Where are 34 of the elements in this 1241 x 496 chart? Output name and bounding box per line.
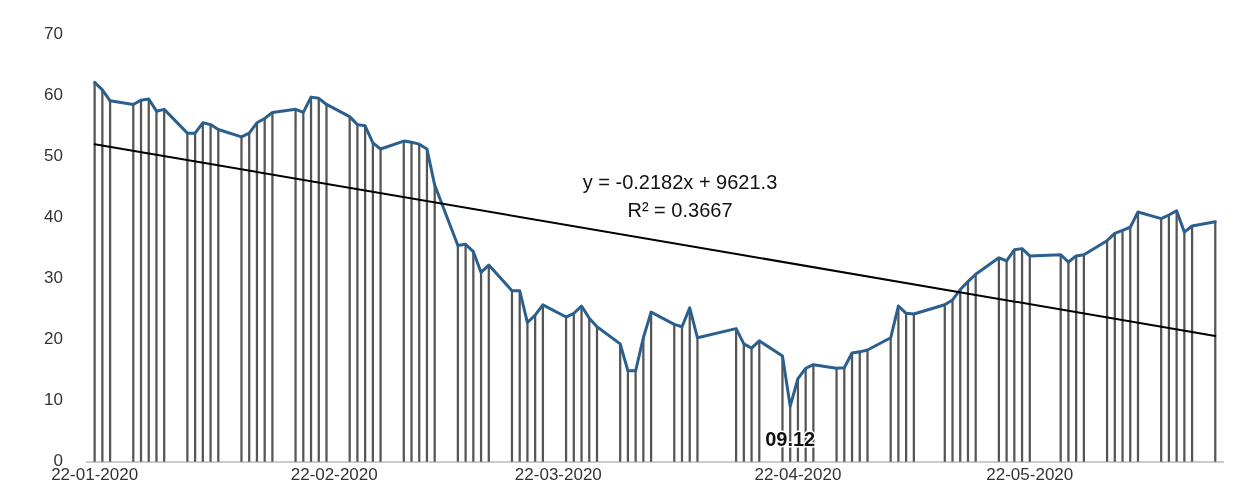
bar: [835, 368, 838, 462]
y-tick-label: 40: [43, 207, 63, 227]
bar: [209, 124, 212, 462]
bar: [1067, 261, 1070, 462]
bar: [155, 110, 158, 462]
bar: [1175, 210, 1178, 462]
bar: [379, 148, 382, 462]
annotation: R² = 0.3667: [626, 198, 734, 223]
bar: [356, 124, 359, 462]
bar: [294, 109, 297, 462]
annotation: y = -0.2182x + 9621.3: [581, 170, 779, 195]
bar: [1005, 260, 1008, 462]
x-tick-label: 22-04-2020: [754, 464, 842, 484]
y-tick-label: 60: [43, 84, 63, 104]
y-tick-label: 20: [43, 329, 63, 349]
bar: [696, 337, 699, 462]
bar: [526, 322, 529, 462]
bar: [1121, 229, 1124, 462]
bar: [866, 349, 869, 462]
bar: [271, 112, 274, 462]
bar: [750, 347, 753, 462]
y-tick-label: 70: [43, 23, 63, 43]
y-tick-label: 30: [43, 268, 63, 288]
bar: [325, 104, 328, 462]
bar: [464, 244, 467, 462]
bar: [240, 136, 243, 462]
x-tick-label: 22-03-2020: [514, 464, 602, 484]
bar: [186, 132, 189, 462]
x-tick-label: 22-02-2020: [290, 464, 378, 484]
y-tick-label: 10: [43, 390, 63, 410]
bar: [951, 299, 954, 462]
bar: [410, 141, 413, 462]
y-tick-label: 50: [43, 146, 63, 166]
x-tick-label: 22-05-2020: [986, 464, 1074, 484]
